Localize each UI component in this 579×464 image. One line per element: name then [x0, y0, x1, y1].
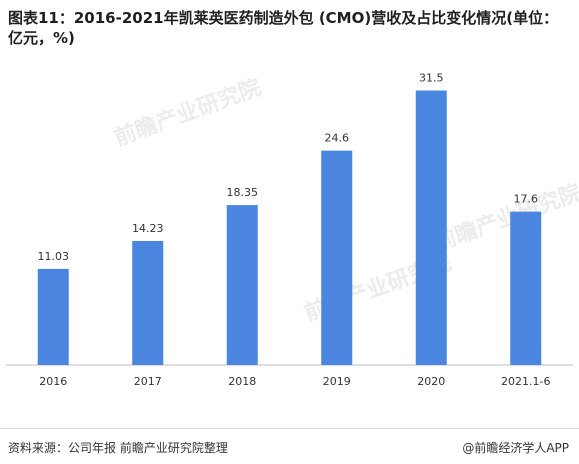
chart-title: 图表11：2016-2021年凯莱英医药制造外包 (CMO)营收及占比变化情况(…: [8, 9, 559, 47]
data-label-2019: 24.6: [325, 132, 350, 145]
bar-2016: [37, 268, 69, 365]
data-label-2021.1-6: 17.6: [514, 193, 539, 206]
data-label-2018: 18.35: [227, 186, 259, 199]
source-text: 资料来源：公司年报 前瞻产业研究院整理: [8, 441, 228, 455]
x-tick-2017: 2017: [134, 375, 162, 388]
data-label-2017: 14.23: [132, 222, 164, 235]
brand-text: @前瞻经济学人APP: [462, 441, 569, 455]
bar-2018: [226, 205, 258, 365]
x-tick-2019: 2019: [323, 375, 351, 388]
bar-2020: [415, 90, 447, 365]
bar-2017: [132, 240, 164, 365]
data-label-2016: 11.03: [38, 250, 70, 263]
bar-chart: 11.03 2016 14.23 2017 18.35 2018 24.6 2019 31.5 2…: [6, 72, 573, 388]
bar-2019: [321, 150, 353, 365]
x-tick-2021.1-6: 2021.1-6: [501, 375, 550, 388]
x-tick-2020: 2020: [417, 375, 445, 388]
data-label-2020: 31.5: [419, 72, 444, 85]
bar-2021.1-6: [510, 211, 542, 365]
footer: 资料来源：公司年报 前瞻产业研究院整理 @前瞻经济学人APP: [0, 428, 579, 464]
x-tick-2018: 2018: [228, 375, 256, 388]
x-tick-2016: 2016: [39, 375, 67, 388]
